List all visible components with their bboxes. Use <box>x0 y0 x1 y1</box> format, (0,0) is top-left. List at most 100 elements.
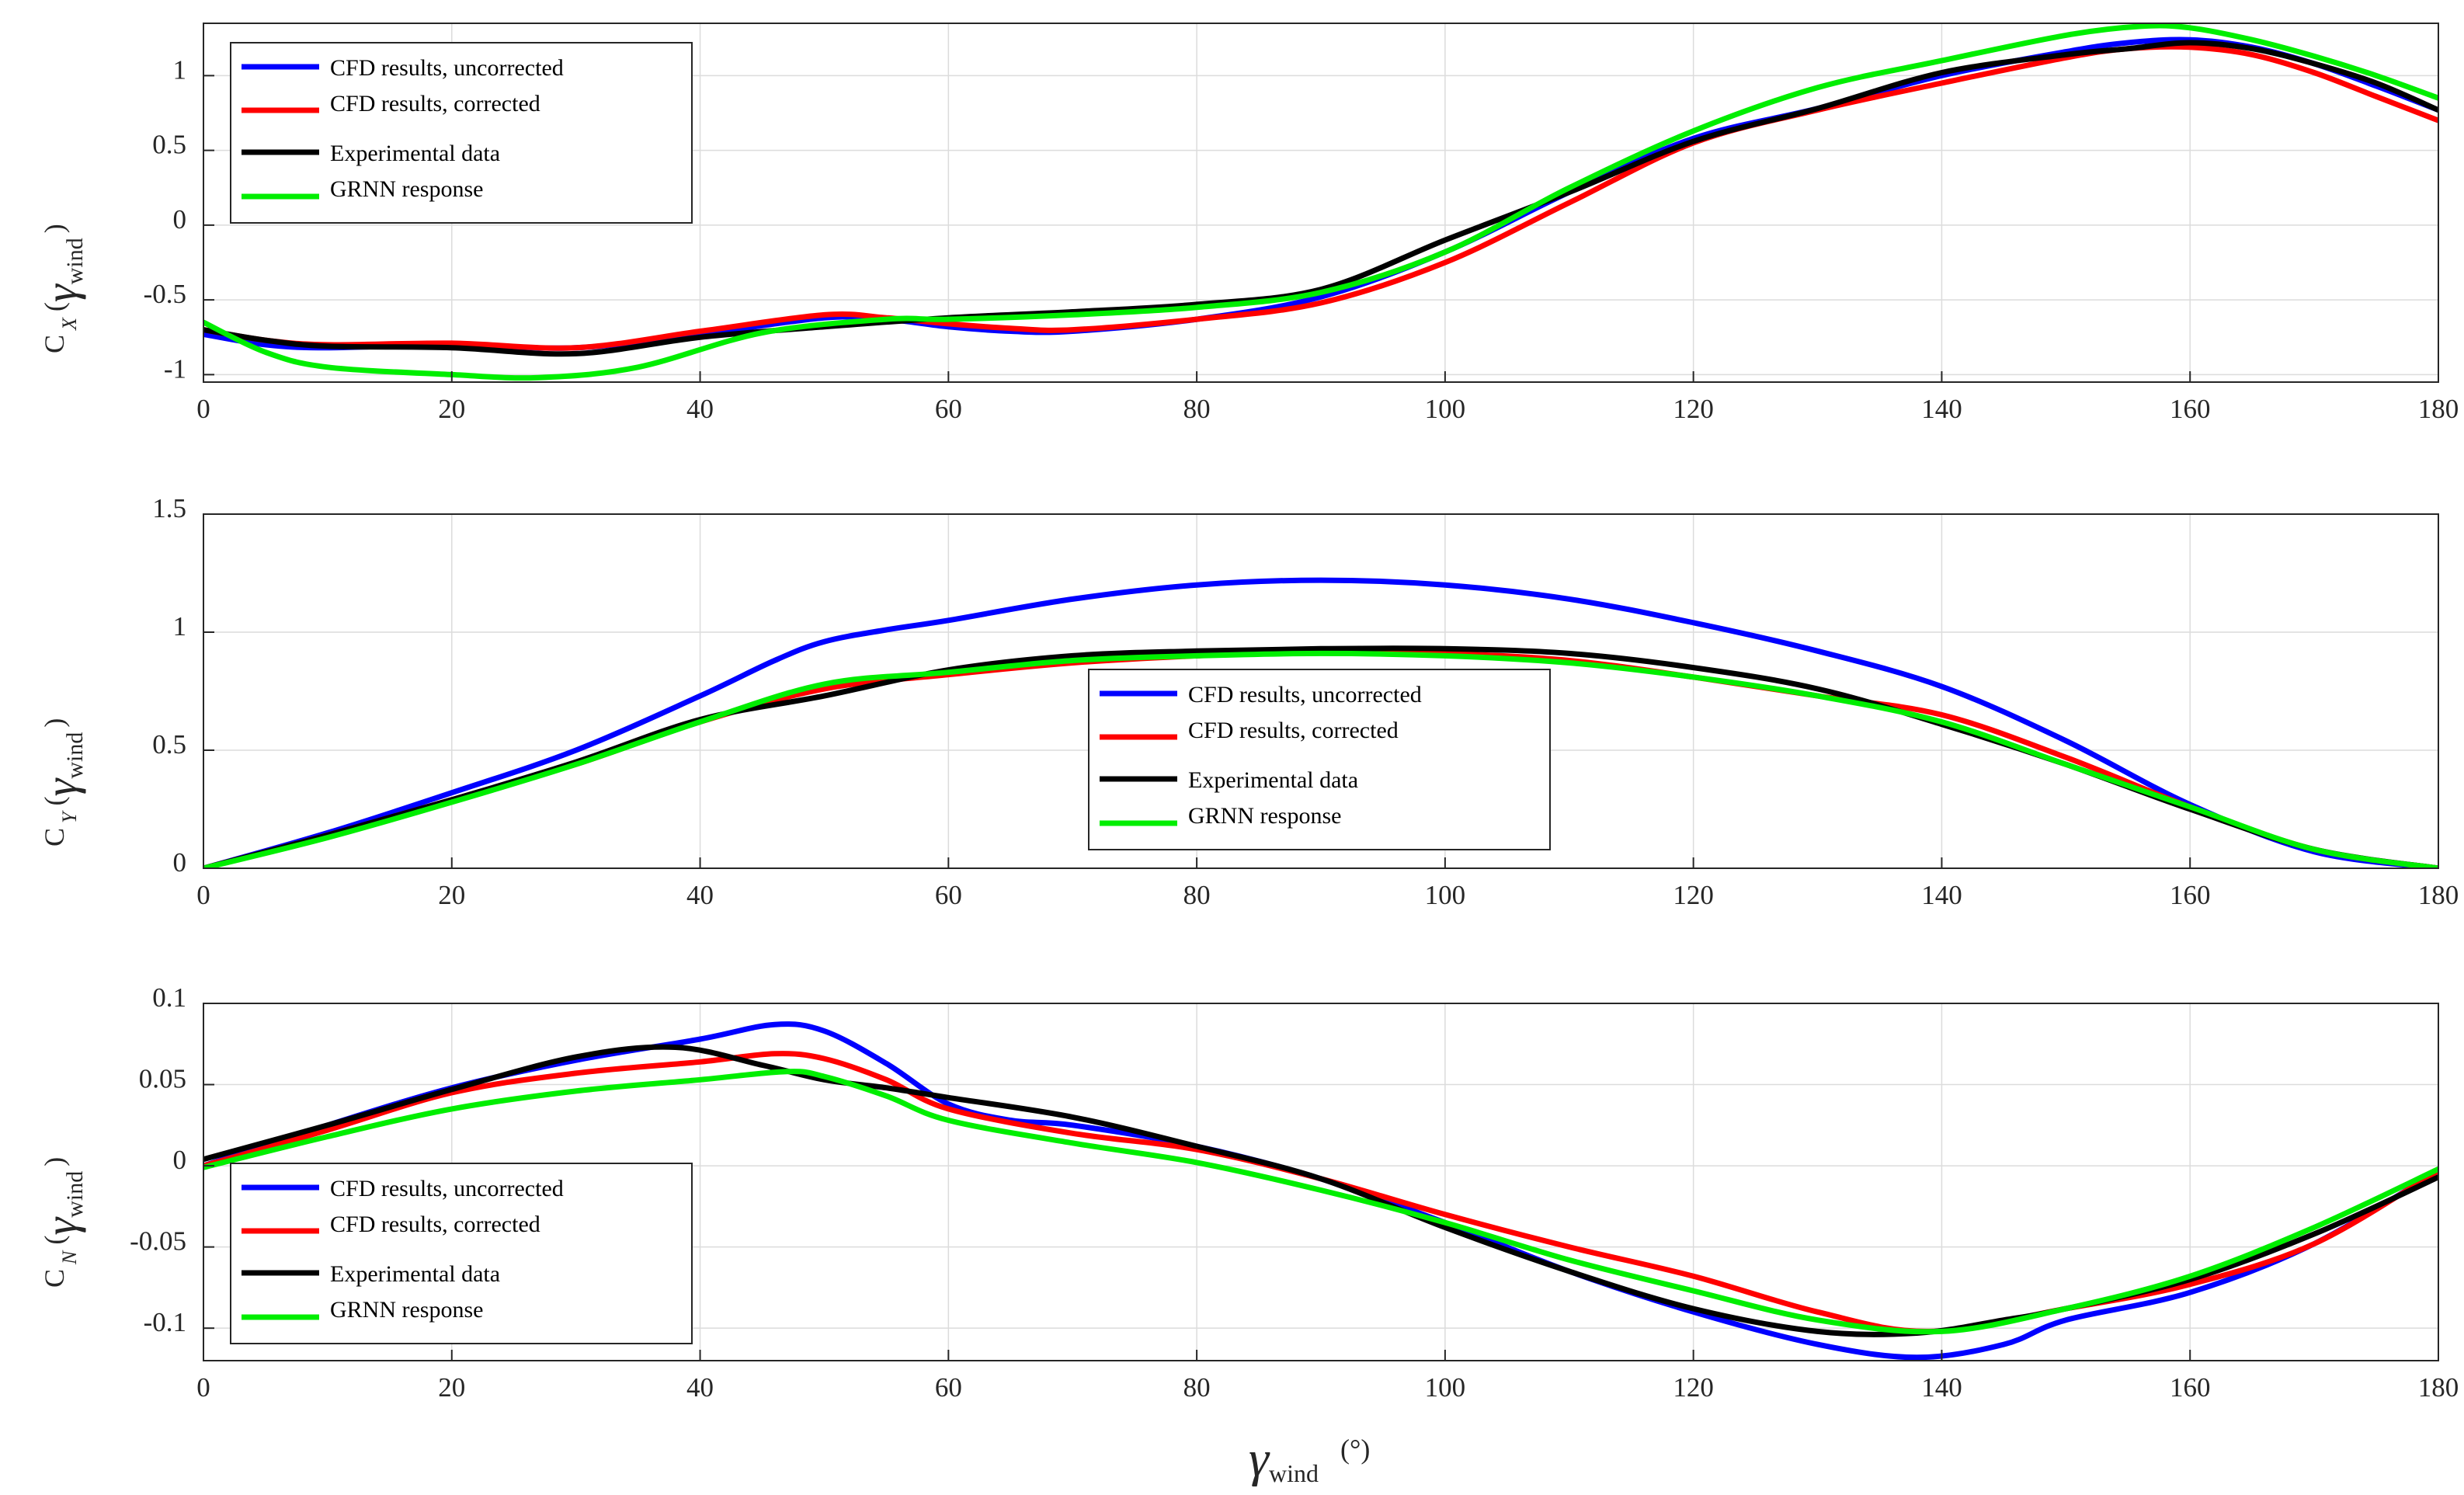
cn-y-tick-label-4: 0.1 <box>152 982 186 1013</box>
cy-axes-box <box>203 513 2439 869</box>
cn-x-tick-label-40: 40 <box>686 1372 714 1403</box>
cn-series-grnn-response <box>203 1069 2438 1335</box>
cy-y-tick-label-1: 0.5 <box>152 729 186 760</box>
cn-legend-label-corrected: CFD results, corrected <box>330 1212 540 1237</box>
cy-y-axis-label: CY (γwind) <box>36 718 88 847</box>
cn-legend-label-experimental: Experimental data <box>330 1261 500 1287</box>
svg-text:γwind(°): γwind (°) <box>1249 1431 1370 1487</box>
cx-x-tick-label-40: 40 <box>686 394 714 424</box>
cn-x-tick-label-80: 80 <box>1183 1372 1211 1403</box>
cn-y-tick-label-2: 0 <box>173 1145 187 1175</box>
cx-y-tick-label-3: 0.5 <box>152 130 186 160</box>
cn-legend-box <box>230 1163 693 1344</box>
cy-legend-box <box>1088 669 1551 850</box>
cn-legend-label-uncorrected: CFD results, uncorrected <box>330 1176 564 1201</box>
cy-x-tick-label-140: 140 <box>1921 880 1962 910</box>
cn-series-group <box>203 1021 2438 1361</box>
cy-x-tick-label-180: 180 <box>2418 880 2459 910</box>
cy-ylabel-paren-close: ) <box>39 718 70 728</box>
cx-x-tick-label-120: 120 <box>1673 394 1714 424</box>
cx-series-grnn-response <box>203 23 2438 381</box>
cy-x-tick-label-100: 100 <box>1425 880 1466 910</box>
cy-x-tick-labels: 0 20 40 60 80 100 120 140 160 180 <box>196 880 2459 910</box>
xlabel-gamma: γ <box>1249 1431 1270 1487</box>
cx-y-tick-label-2: 0 <box>173 204 187 235</box>
cy-x-tick-label-0: 0 <box>196 880 210 910</box>
cy-x-tick-label-120: 120 <box>1673 880 1714 910</box>
cx-y-tick-labels: -1 -0.5 0 0.5 1 <box>144 54 186 384</box>
cx-x-tick-label-60: 60 <box>935 394 962 424</box>
cx-ylabel-main: C <box>39 335 70 353</box>
xlabel-wind: wind <box>1269 1459 1319 1487</box>
cx-legend-label-experimental: Experimental data <box>330 141 500 166</box>
cn-ylabel-paren-close: ) <box>39 1157 70 1166</box>
cx-x-tick-label-160: 160 <box>2170 394 2211 424</box>
cx-x-tick-label-20: 20 <box>438 394 465 424</box>
cn-x-tick-label-60: 60 <box>935 1372 962 1403</box>
cx-x-tick-label-180: 180 <box>2418 394 2459 424</box>
cx-x-tick-label-140: 140 <box>1921 394 1962 424</box>
svg-text:CY(γwind): CY (γwind) <box>36 718 88 847</box>
cy-subplot: 0 20 40 60 80 100 120 140 160 180 0 0.5 1 1.5 CFD re… <box>36 493 2459 910</box>
cx-ylabel-sub: X <box>58 317 81 331</box>
cx-legend-label-corrected: CFD results, corrected <box>330 91 540 116</box>
cy-series-cfd-results-uncorrected <box>203 577 2438 868</box>
cx-x-tick-label-100: 100 <box>1425 394 1466 424</box>
cy-y-tick-labels: 0 0.5 1 1.5 <box>152 493 186 878</box>
cn-y-tick-labels: -0.1 -0.05 0 0.05 0.1 <box>130 982 186 1337</box>
svg-text:CX(γwind): CX (γwind) <box>36 224 88 353</box>
cn-x-tick-label-180: 180 <box>2418 1372 2459 1403</box>
cn-ylabel-wind: wind <box>62 1171 88 1218</box>
cn-x-tick-label-160: 160 <box>2170 1372 2211 1403</box>
cn-x-tick-label-20: 20 <box>438 1372 465 1403</box>
cx-series-experimental-data <box>203 40 2438 357</box>
cn-y-axis-label: CN (γwind) <box>36 1157 88 1288</box>
cy-x-tick-label-40: 40 <box>686 880 714 910</box>
cx-legend-label-uncorrected: CFD results, uncorrected <box>330 55 564 81</box>
cn-axes-box <box>203 1003 2439 1361</box>
cy-x-tick-label-20: 20 <box>438 880 465 910</box>
cy-legend-label-grnn: GRNN response <box>1188 803 1341 829</box>
cy-ylabel-paren-open: ( <box>39 797 70 806</box>
cx-y-tick-label-4: 1 <box>173 54 187 85</box>
cx-legend-label-grnn: GRNN response <box>330 176 483 202</box>
cn-ylabel-sub: N <box>58 1250 81 1265</box>
cx-axes-box <box>203 23 2439 383</box>
cn-legend: CFD results, uncorrected CFD results, co… <box>230 1163 693 1344</box>
cy-y-tick-label-2: 1 <box>173 611 187 641</box>
cy-y-tick-label-3: 1.5 <box>152 493 186 523</box>
cy-x-tick-label-60: 60 <box>935 880 962 910</box>
cy-x-tick-label-80: 80 <box>1183 880 1211 910</box>
cn-x-tick-label-120: 120 <box>1673 1372 1714 1403</box>
cy-ylabel-main: C <box>39 828 70 847</box>
cn-x-tick-label-0: 0 <box>196 1372 210 1403</box>
cx-legend: CFD results, uncorrected CFD results, co… <box>230 42 693 224</box>
cy-legend-label-experimental: Experimental data <box>1188 767 1358 793</box>
cx-legend-box <box>230 42 693 224</box>
cy-ylabel-sub: Y <box>58 810 81 823</box>
cx-subplot: 0 20 40 60 80 100 120 140 160 180 -1 -0.5 0 0.5 1 CFD… <box>36 23 2459 424</box>
svg-text:CN(γwind): CN (γwind) <box>36 1157 88 1288</box>
cx-x-tick-labels: 0 20 40 60 80 100 120 140 160 180 <box>196 394 2459 424</box>
cy-ylabel-gamma: γ <box>36 777 86 797</box>
cy-ylabel-wind: wind <box>62 732 88 779</box>
cx-ylabel-wind: wind <box>62 238 88 284</box>
cx-y-tick-label-1: -0.5 <box>144 279 186 309</box>
cn-y-tick-label-1: -0.05 <box>130 1226 186 1257</box>
cx-ylabel-paren-open: ( <box>39 302 70 311</box>
xlabel-unit: (°) <box>1340 1434 1370 1465</box>
cn-y-tick-label-3: 0.05 <box>139 1064 186 1094</box>
cn-subplot: 0 20 40 60 80 100 120 140 160 180 -0.1 -0.05 0 0.05 0… <box>36 982 2459 1403</box>
cn-x-tick-labels: 0 20 40 60 80 100 120 140 160 180 <box>196 1372 2459 1403</box>
cy-legend-label-corrected: CFD results, corrected <box>1188 718 1399 743</box>
cy-legend-label-uncorrected: CFD results, uncorrected <box>1188 682 1422 708</box>
cy-series-grnn-response <box>203 650 2438 868</box>
cn-ylabel-paren-open: ( <box>39 1236 70 1245</box>
cy-x-tick-label-160: 160 <box>2170 880 2211 910</box>
cn-y-tick-label-0: -0.1 <box>144 1307 186 1337</box>
x-axis-label: γwind (°) <box>1249 1431 1370 1487</box>
cx-series-group <box>203 23 2438 381</box>
cn-x-tick-label-140: 140 <box>1921 1372 1962 1403</box>
cn-ylabel-main: C <box>39 1269 70 1288</box>
cy-series-group <box>203 577 2438 868</box>
